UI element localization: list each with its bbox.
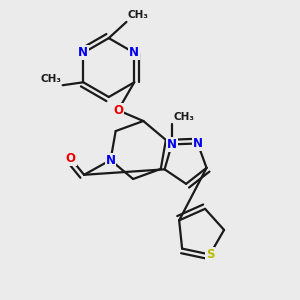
Text: N: N xyxy=(106,154,116,166)
Text: CH₃: CH₃ xyxy=(40,74,61,84)
Text: O: O xyxy=(66,152,76,165)
Text: N: N xyxy=(193,137,203,150)
Text: N: N xyxy=(78,46,88,59)
Text: N: N xyxy=(167,138,177,151)
Text: CH₃: CH₃ xyxy=(128,11,149,20)
Text: N: N xyxy=(129,46,139,59)
Text: CH₃: CH₃ xyxy=(173,112,194,122)
Text: O: O xyxy=(113,104,123,117)
Text: S: S xyxy=(206,248,214,261)
